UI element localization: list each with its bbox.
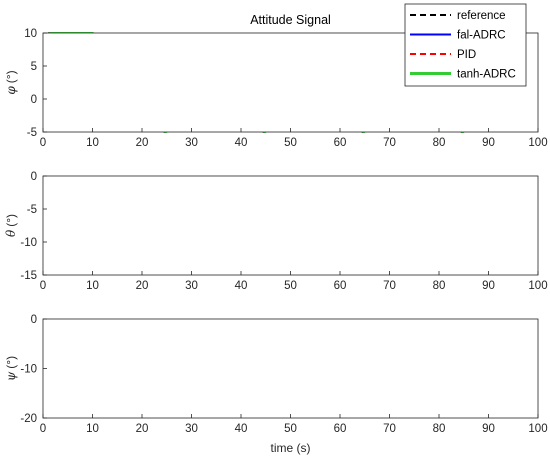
x-tick-label: 80 [433, 137, 446, 149]
x-tick-label: 70 [383, 137, 396, 149]
x-tick-label: 70 [383, 280, 396, 292]
x-tick-label: 50 [284, 137, 297, 149]
y-tick-label: -5 [27, 127, 37, 139]
x-tick-label: 80 [433, 280, 446, 292]
x-tick-label: 30 [185, 423, 198, 435]
x-tick-label: 20 [136, 423, 149, 435]
axes-box [42, 175, 539, 276]
x-tick-label: 10 [86, 280, 99, 292]
x-tick-label: 40 [235, 423, 248, 435]
axes-box [42, 318, 539, 419]
x-tick-label: 50 [284, 280, 297, 292]
x-tick-label: 90 [482, 280, 495, 292]
x-tick-label: 90 [482, 137, 495, 149]
y-axis-label: ψ (°) [4, 356, 18, 381]
x-tick-label: 0 [40, 423, 46, 435]
x-tick-label: 100 [528, 280, 547, 292]
x-tick-label: 20 [136, 137, 149, 149]
legend-entry: PID [457, 49, 476, 61]
y-axis-symbol: θ [4, 229, 18, 237]
x-tick-label: 60 [334, 137, 347, 149]
y-axis-label: φ (°) [4, 70, 18, 94]
y-axis-unit: (°) [4, 356, 18, 369]
y-tick-label: 5 [31, 61, 37, 73]
y-tick-label: -10 [20, 237, 37, 249]
y-tick-label: 0 [31, 171, 37, 183]
x-tick-label: 60 [334, 423, 347, 435]
x-tick-label: 70 [383, 423, 396, 435]
y-axis-unit: (°) [4, 70, 18, 83]
x-tick-label: 0 [40, 137, 46, 149]
x-tick-label: 100 [528, 137, 547, 149]
y-axis-symbol: ψ [4, 371, 18, 381]
y-tick-label: 0 [31, 94, 37, 106]
y-axis-unit: (°) [4, 214, 18, 227]
x-tick-label: 40 [235, 137, 248, 149]
panel-psi: 0 10 20 30 40 50 60 70 80 90 100 -20 -10 0 ψ (°) time (s… [4, 314, 548, 455]
x-tick-label: 30 [185, 280, 198, 292]
y-tick-label: -20 [20, 413, 37, 425]
x-tick-label: 100 [528, 423, 547, 435]
y-axis-symbol: φ [4, 86, 18, 95]
x-tick-label: 60 [334, 280, 347, 292]
x-tick-label: 40 [235, 280, 248, 292]
x-tick-label: 20 [136, 280, 149, 292]
legend-entry: reference [457, 10, 506, 22]
x-tick-label: 80 [433, 423, 446, 435]
x-tick-label: 10 [86, 423, 99, 435]
x-tick-label: 30 [185, 137, 198, 149]
chart-title: Attitude Signal [250, 13, 331, 27]
x-tick-label: 50 [284, 423, 297, 435]
legend-entry: fal-ADRC [457, 30, 506, 42]
y-tick-label: -10 [20, 364, 37, 376]
y-tick-label: -15 [20, 270, 37, 282]
x-tick-label: 10 [86, 137, 99, 149]
x-tick-label: 90 [482, 423, 495, 435]
panel-theta: 0 10 20 30 40 50 60 70 80 90 100 -15 -10 -5 0 θ (°) [4, 171, 548, 292]
y-tick-label: 10 [24, 28, 37, 40]
legend-entry: tanh-ADRC [457, 69, 516, 81]
x-axis-label: time (s) [271, 441, 311, 455]
y-axis-label: θ (°) [4, 214, 18, 237]
x-tick-label: 0 [40, 280, 46, 292]
y-tick-label: -5 [27, 204, 37, 216]
y-tick-label: 0 [31, 314, 37, 326]
